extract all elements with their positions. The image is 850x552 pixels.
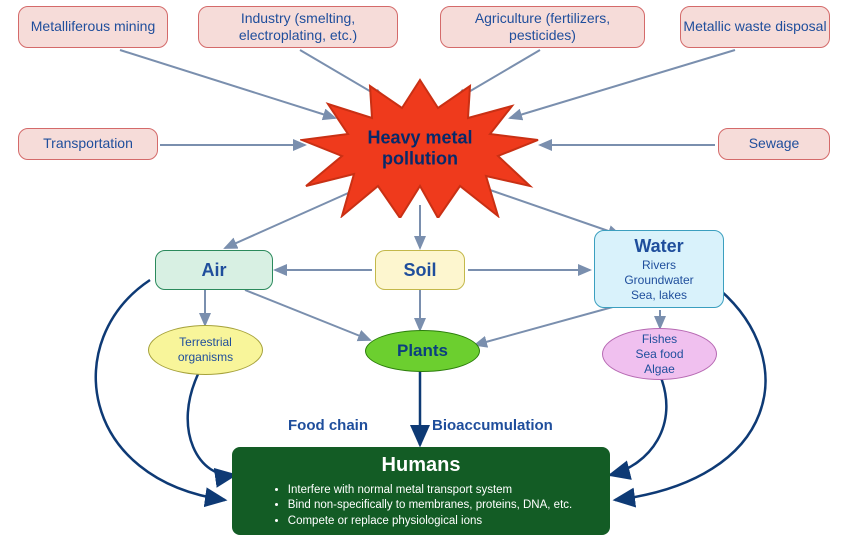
env-water: Water Rivers Groundwater Sea, lakes: [594, 230, 724, 308]
org-terrestrial: Terrestrial organisms: [148, 325, 263, 375]
label: Metalliferous mining: [31, 18, 156, 36]
label: Agriculture (fertilizers, pesticides): [441, 10, 644, 45]
sub: Sea, lakes: [631, 288, 687, 303]
source-industry: Industry (smelting, electroplating, etc.…: [198, 6, 398, 48]
title: Humans: [382, 453, 461, 478]
source-mining: Metalliferous mining: [18, 6, 168, 48]
org-plants: Plants: [365, 330, 480, 372]
org-sea: Fishes Sea food Algae: [602, 328, 717, 380]
sub: Groundwater: [624, 273, 693, 288]
label: Transportation: [43, 135, 133, 153]
l3: Algae: [644, 362, 675, 377]
source-agriculture: Agriculture (fertilizers, pesticides): [440, 6, 645, 48]
humans-effects: Interfere with normal metal transport sy…: [270, 482, 572, 529]
title: Water: [634, 235, 683, 258]
label: Industry (smelting, electroplating, etc.…: [199, 10, 397, 45]
annot-food-chain: Food chain: [288, 417, 368, 434]
label: Plants: [397, 340, 448, 361]
l2: organisms: [178, 350, 233, 365]
source-waste: Metallic waste disposal: [680, 6, 830, 48]
l1: Terrestrial: [179, 335, 232, 350]
label: Sewage: [749, 135, 800, 153]
source-sewage: Sewage: [718, 128, 830, 160]
humans-box: Humans Interfere with normal metal trans…: [232, 447, 610, 535]
bullet: Compete or replace physiological ions: [288, 514, 572, 528]
annot-bioaccumulation: Bioaccumulation: [432, 417, 553, 434]
starburst-pollution: Heavy metal pollution: [300, 78, 540, 218]
l2: Sea food: [635, 347, 683, 362]
star-label: Heavy metal pollution: [350, 127, 490, 168]
source-transport: Transportation: [18, 128, 158, 160]
label: Soil: [403, 259, 436, 282]
sub: Rivers: [642, 258, 676, 273]
label: Metallic waste disposal: [683, 18, 826, 36]
env-air: Air: [155, 250, 273, 290]
bullet: Bind non-specifically to membranes, prot…: [288, 498, 572, 512]
env-soil: Soil: [375, 250, 465, 290]
label: Air: [201, 259, 226, 282]
bullet: Interfere with normal metal transport sy…: [288, 483, 572, 497]
l1: Fishes: [642, 332, 677, 347]
